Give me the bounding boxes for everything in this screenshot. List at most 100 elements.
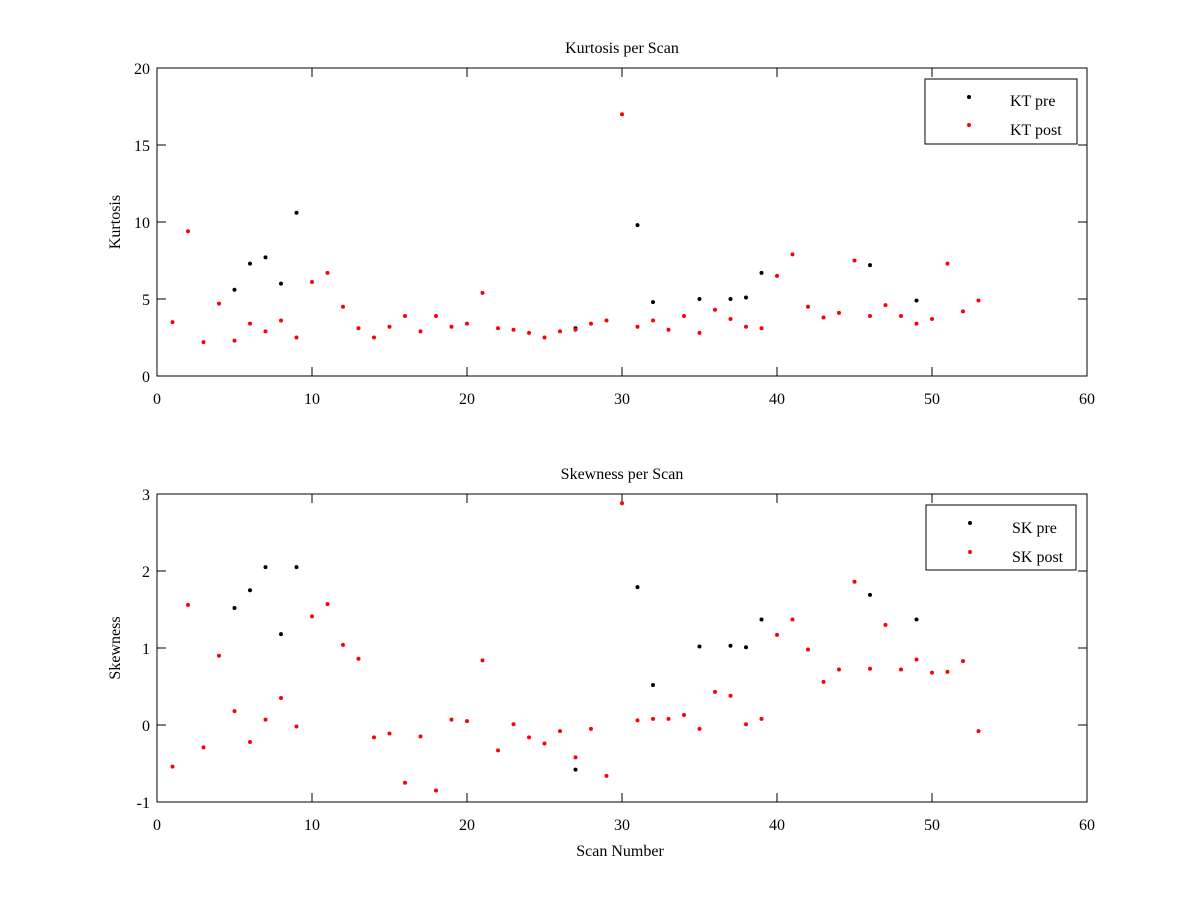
data-point-sk-pre — [279, 632, 283, 637]
x-axis-label: Scan Number — [576, 843, 664, 860]
legend-entry-sk-pre: SK pre — [1012, 520, 1057, 537]
data-point-sk-post — [465, 719, 469, 724]
data-point-kt-post — [620, 112, 624, 117]
data-point-kt-post — [682, 313, 686, 318]
data-point-kt-post — [976, 298, 981, 303]
data-point-kt-post — [372, 335, 376, 340]
data-point-kt-pre — [294, 210, 299, 215]
y-tick-label: 5 — [142, 292, 150, 309]
y-tick-label: 1 — [142, 641, 150, 658]
kurtosis-panel: Kurtosis per Scan Kurtosis 0 10 20 30 40… — [107, 40, 1095, 408]
x-tick-label: 0 — [153, 817, 161, 834]
data-point-kt-post — [341, 304, 345, 309]
data-point-kt-post — [511, 327, 516, 332]
data-point-sk-post — [806, 647, 810, 652]
x-tick-labels: 0 10 20 30 40 50 60 — [153, 391, 1095, 408]
legend-marker-kt-pre — [967, 95, 971, 99]
data-point-kt-post — [728, 317, 733, 322]
data-point-kt-post — [434, 313, 438, 318]
y-tick-label: 0 — [142, 718, 150, 735]
data-point-kt-pre — [744, 295, 748, 300]
data-point-sk-post — [930, 670, 934, 675]
data-point-sk-post — [449, 717, 454, 722]
data-point-kt-post — [589, 321, 593, 326]
data-point-kt-post — [294, 335, 299, 340]
data-point-sk-pre — [635, 585, 640, 590]
data-point-kt-post — [465, 321, 469, 326]
data-point-kt-post — [883, 303, 888, 308]
y-tick-labels: -1 0 1 2 3 — [137, 487, 150, 812]
data-point-sk-post — [341, 642, 345, 647]
data-point-kt-post — [651, 318, 655, 323]
data-point-kt-post — [232, 338, 237, 343]
x-tick-label: 0 — [153, 391, 161, 408]
data-point-kt-post — [604, 318, 609, 323]
data-point-kt-post — [558, 329, 562, 334]
data-point-sk-post — [976, 729, 981, 734]
data-point-sk-post — [496, 748, 500, 753]
x-tick-labels: 0 10 20 30 40 50 60 — [153, 817, 1095, 834]
x-tick-label: 30 — [614, 391, 630, 408]
x-tick-label: 10 — [304, 817, 320, 834]
data-point-kt-post — [186, 229, 190, 234]
data-point-sk-post — [170, 764, 175, 769]
data-point-kt-post — [418, 329, 423, 334]
data-point-kt-post — [790, 252, 795, 257]
data-point-kt-post — [170, 320, 175, 325]
x-tick-label: 20 — [459, 817, 475, 834]
data-point-kt-post — [713, 307, 717, 312]
data-point-sk-post — [356, 656, 361, 661]
data-point-sk-post — [821, 679, 826, 684]
data-point-sk-post — [434, 788, 438, 793]
data-point-sk-post — [217, 653, 221, 658]
y-axis-label: Kurtosis — [107, 195, 124, 249]
chart-title: Skewness per Scan — [561, 466, 684, 483]
data-point-kt-pre — [279, 281, 283, 286]
data-point-sk-post — [713, 689, 717, 694]
data-point-sk-post — [279, 696, 283, 701]
data-point-sk-post — [635, 718, 640, 723]
legend-entry-kt-post: KT post — [1010, 122, 1062, 139]
data-point-kt-post — [914, 321, 919, 326]
data-point-sk-post — [480, 658, 485, 663]
data-point-sk-post — [899, 667, 903, 672]
y-tick-label: 2 — [142, 564, 150, 581]
legend-marker-sk-post — [968, 550, 972, 554]
data-point-sk-post — [186, 602, 190, 607]
data-point-sk-pre — [263, 565, 268, 570]
data-point-sk-post — [883, 622, 888, 627]
data-point-sk-pre — [744, 645, 748, 650]
data-point-sk-post — [945, 669, 950, 674]
data-point-sk-post — [775, 632, 779, 637]
data-point-kt-post — [542, 335, 547, 340]
data-point-kt-post — [635, 324, 640, 329]
legend-box — [925, 504, 1077, 571]
data-point-kt-post — [945, 261, 950, 266]
data-point-sk-pre — [914, 617, 919, 622]
legend-box — [924, 78, 1078, 145]
data-point-sk-post — [542, 741, 547, 746]
data-point-sk-post — [604, 773, 609, 778]
data-point-sk-post — [294, 724, 299, 729]
data-point-kt-post — [930, 317, 934, 322]
data-point-kt-post — [852, 258, 857, 263]
x-tick-label: 60 — [1079, 817, 1095, 834]
data-point-kt-post — [821, 315, 826, 320]
chart-title: Kurtosis per Scan — [565, 40, 679, 57]
data-point-kt-post — [868, 313, 872, 318]
data-point-kt-post — [697, 330, 702, 335]
legend: KT pre KT post — [924, 78, 1078, 145]
x-tick-label: 20 — [459, 391, 475, 408]
data-point-sk-post — [527, 735, 531, 740]
y-tick-label: 0 — [142, 369, 150, 386]
data-point-sk-post — [666, 716, 671, 721]
data-point-kt-pre — [248, 261, 252, 266]
data-point-kt-pre — [728, 297, 733, 301]
data-point-kt-post — [573, 327, 578, 332]
data-point-sk-post — [852, 579, 857, 584]
data-point-sk-post — [759, 716, 764, 721]
data-point-sk-post — [201, 745, 206, 750]
data-point-kt-post — [325, 270, 330, 275]
data-point-sk-pre — [759, 617, 764, 622]
